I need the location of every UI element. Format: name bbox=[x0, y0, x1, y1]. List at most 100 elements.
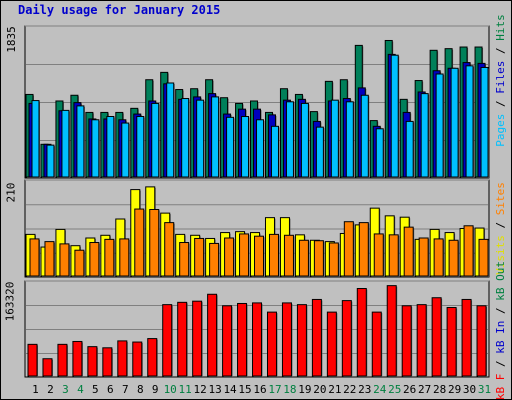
x-tick-label: 6 bbox=[107, 383, 114, 396]
hits-pages-bar bbox=[136, 116, 145, 178]
visits-sites-bar bbox=[403, 226, 414, 277]
kbytes-kb-f-bar bbox=[311, 298, 322, 377]
x-tick-label: 18 bbox=[283, 383, 296, 396]
x-tick-label: 28 bbox=[433, 383, 446, 396]
kbytes-kb-f-bar bbox=[281, 302, 292, 377]
hits-pages-bar bbox=[61, 109, 70, 178]
x-tick-label: 20 bbox=[313, 383, 326, 396]
visits-sites-bar bbox=[388, 234, 399, 277]
x-tick-label: 21 bbox=[328, 383, 341, 396]
kbytes-kb-f-bar bbox=[177, 301, 188, 377]
x-tick-label: 4 bbox=[77, 383, 84, 396]
kbytes-kb-f-bar bbox=[162, 304, 173, 377]
kbytes-kb-f-bar bbox=[117, 340, 128, 377]
x-tick-label: 19 bbox=[298, 383, 311, 396]
x-tick-label: 16 bbox=[253, 383, 266, 396]
visits-sites-bar bbox=[224, 237, 235, 277]
hits-pages-bar bbox=[435, 73, 444, 178]
visits-sites-bar bbox=[463, 225, 474, 277]
visits-sites-bar bbox=[104, 238, 115, 277]
hits-pages-bar bbox=[76, 105, 85, 178]
visits-sites-bar bbox=[328, 242, 339, 277]
x-tick-label: 7 bbox=[122, 383, 129, 396]
x-tick-label: 15 bbox=[238, 383, 251, 396]
visits-sites-bar bbox=[194, 237, 205, 277]
x-tick-label: 31 bbox=[478, 383, 491, 396]
hits-pages-bar bbox=[256, 119, 265, 178]
kbytes-kb-f-bar bbox=[446, 307, 457, 377]
x-tick-label: 30 bbox=[463, 383, 476, 396]
kbytes-kb-f-bar bbox=[222, 305, 233, 377]
hits-pages-bar bbox=[330, 99, 339, 178]
hits-pages-bar bbox=[465, 65, 474, 178]
visits-sites-bar bbox=[59, 243, 70, 277]
hits-pages-bar bbox=[315, 126, 324, 178]
kbytes-kb-f-bar bbox=[252, 302, 263, 377]
kbytes-kb-f-bar bbox=[237, 302, 248, 377]
visits-sites-bar bbox=[239, 233, 250, 277]
kbytes-kb-f-bar bbox=[356, 288, 367, 377]
kbytes-kb-f-bar bbox=[386, 285, 397, 377]
x-tick-label: 23 bbox=[358, 383, 371, 396]
hits-pages-bar bbox=[151, 102, 160, 178]
hits-pages-bar bbox=[106, 116, 115, 178]
x-tick-label: 17 bbox=[268, 383, 281, 396]
visits-sites-bar bbox=[358, 222, 369, 277]
x-tick-label: 3 bbox=[62, 383, 69, 396]
hits-pages-bar bbox=[226, 116, 235, 178]
visits-sites-bar bbox=[373, 233, 384, 277]
visits-sites-bar bbox=[433, 238, 444, 277]
hits-pages-bar bbox=[300, 102, 309, 178]
kbytes-kb-f-bar bbox=[42, 358, 53, 377]
visits-sites-bar bbox=[89, 242, 100, 277]
x-tick-label: 1 bbox=[32, 383, 39, 396]
hits-pages-bar bbox=[46, 144, 55, 178]
kbytes-kb-f-bar bbox=[102, 347, 113, 377]
hits-pages-bar bbox=[375, 128, 384, 178]
x-tick-label: 25 bbox=[388, 383, 401, 396]
x-tick-label: 12 bbox=[194, 383, 207, 396]
x-tick-label: 5 bbox=[92, 383, 99, 396]
kbytes-kb-f-bar bbox=[461, 298, 472, 377]
kbytes-kb-f-bar bbox=[266, 311, 277, 377]
kbytes-kb-f-bar bbox=[132, 341, 143, 377]
kbytes-kb-f-bar bbox=[72, 340, 83, 377]
hits-pages-bar bbox=[31, 100, 40, 178]
hits-pages-bar bbox=[420, 93, 429, 178]
hits-pages-bar bbox=[270, 125, 279, 178]
kbytes-kb-f-bar bbox=[431, 297, 442, 377]
kbytes-kb-f-bar bbox=[27, 343, 38, 377]
x-tick-label: 26 bbox=[403, 383, 416, 396]
hits-pages-bar bbox=[241, 116, 250, 178]
visits-sites-bar bbox=[418, 237, 429, 277]
x-tick-label: 2 bbox=[47, 383, 54, 396]
hits-pages-bar bbox=[390, 54, 399, 178]
kbytes-kb-f-bar bbox=[326, 311, 337, 377]
hits-pages-bar bbox=[345, 101, 354, 178]
hits-pages-bar bbox=[181, 98, 190, 178]
x-tick-label: 27 bbox=[418, 383, 431, 396]
visits-sites-bar bbox=[283, 234, 294, 277]
visits-sites-bar bbox=[209, 242, 220, 277]
hits-pages-bar bbox=[360, 94, 369, 178]
x-tick-label: 14 bbox=[223, 383, 237, 396]
hits-pages-bar bbox=[211, 96, 220, 178]
visits-sites-bar bbox=[149, 209, 160, 277]
hits-pages-bar bbox=[480, 66, 489, 178]
visits-sites-bar bbox=[179, 242, 190, 277]
visits-sites-bar bbox=[268, 233, 279, 277]
hits-pages-bar bbox=[166, 82, 175, 178]
hits-pages-bar bbox=[450, 67, 459, 178]
x-tick-label: 9 bbox=[152, 383, 159, 396]
kbytes-kb-f-bar bbox=[416, 304, 427, 377]
kbytes-kb-f-bar bbox=[476, 305, 487, 377]
kbytes-kb-f-bar bbox=[371, 311, 382, 377]
kbytes-kb-f-bar bbox=[401, 305, 412, 377]
x-tick-label: 29 bbox=[448, 383, 461, 396]
visits-sites-bar bbox=[74, 249, 85, 277]
visits-sites-bar bbox=[313, 240, 324, 277]
visits-sites-bar bbox=[448, 239, 459, 277]
kbytes-kb-f-bar bbox=[207, 293, 218, 377]
